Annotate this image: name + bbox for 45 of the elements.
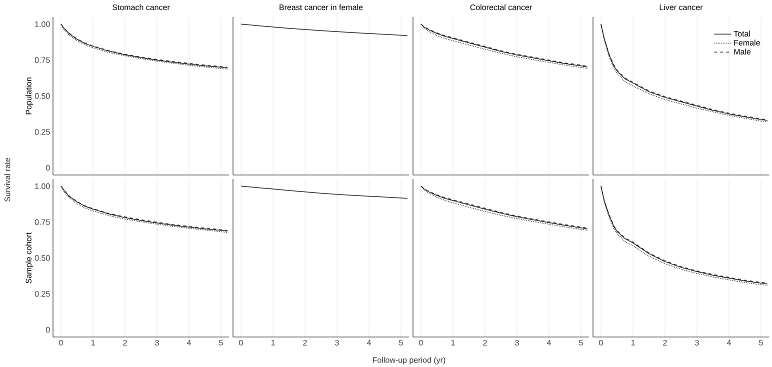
x-tick-label: 1 [631,340,635,346]
y-tick-label: 0 [46,164,50,171]
x-tick-label: 3 [155,340,159,346]
x-tick-label: 4 [726,340,731,346]
y-tick-label: 0 [46,326,50,333]
x-tick-label: 1 [271,340,275,346]
x-tick-label: 3 [515,340,519,346]
y-tick-label: 0.50 [34,93,50,99]
x-tick-label: 2 [483,340,487,346]
x-tick-label: 2 [663,340,667,346]
y-axis-title: Population [26,78,34,114]
y-tick-label: 0.75 [34,57,50,63]
y-tick-label: 0.50 [34,255,50,261]
x-tick-label: 0 [59,340,63,346]
x-tick-label: 3 [695,340,699,346]
chart-title: Breast cancer in female [280,4,363,10]
text: Follow-up period (yr) [372,356,446,364]
x-tick-label: 2 [303,340,307,346]
legend-label: Male [734,48,751,55]
x-tick-label: 4 [546,340,551,346]
text: Survival rate [4,158,10,202]
x-tick-label: 4 [366,340,371,346]
y-tick-label: 1.00 [35,21,50,27]
y-tick-label: 0.25 [34,291,50,297]
x-tick-label: 0 [599,340,603,346]
chart-title: Colorectal cancer [470,4,532,10]
y-tick-label: 0.25 [34,129,50,135]
legend-label: Total [734,30,750,37]
x-tick-label: 2 [123,340,127,346]
chart-title: Stomach cancer [112,4,170,10]
x-tick-label: 5 [579,340,583,346]
y-axis-title: Sample cohort [26,232,34,284]
x-tick-label: 5 [759,340,763,346]
x-tick-label: 5 [399,340,403,346]
y-tick-label: 0.75 [34,219,50,225]
x-tick-label: 1 [451,340,455,346]
x-tick-label: 0 [239,340,243,346]
y-tick-label: 1.00 [35,183,50,189]
legend-label: Female [734,40,760,46]
chart-title: Liver cancer [660,4,703,10]
x-tick-label: 5 [219,340,223,346]
x-tick-label: 0 [419,340,423,346]
x-tick-label: 1 [91,340,95,346]
x-tick-label: 4 [186,340,191,346]
x-tick-label: 3 [335,340,339,346]
